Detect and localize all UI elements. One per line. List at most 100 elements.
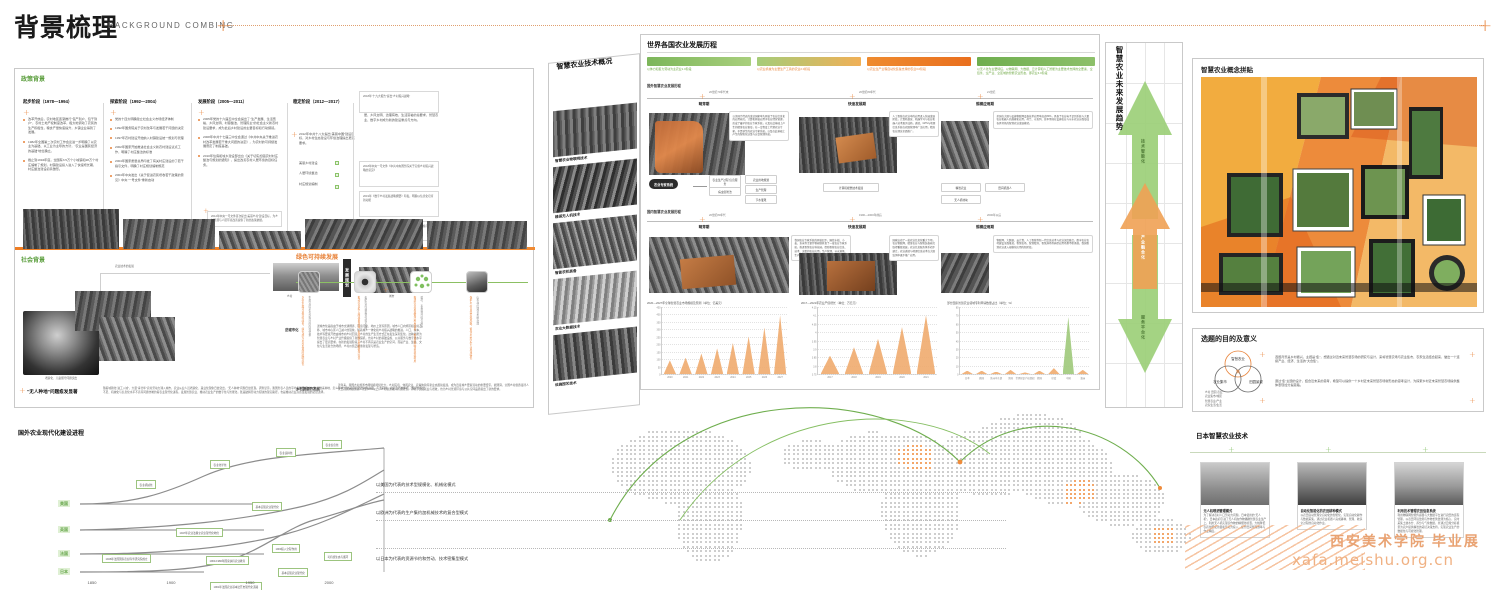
plus-marker-domestic-2: + <box>849 215 856 224</box>
map-dot <box>740 515 742 517</box>
map-dot <box>1048 462 1050 465</box>
map-dot <box>898 444 901 447</box>
checkbox-2[interactable] <box>335 173 339 177</box>
map-dot <box>907 515 910 517</box>
map-dot <box>977 488 980 491</box>
map-dot <box>656 484 659 487</box>
map-dot <box>1048 497 1050 500</box>
map-dot <box>682 479 685 482</box>
map-dot <box>1105 466 1108 469</box>
map-dot <box>696 435 698 438</box>
map-dot <box>718 506 720 509</box>
domestic-callout-2: 国家启动了一批农业信息化重大专项，农业物联网、精准农业与智能装备研究取得重要进展… <box>889 235 939 261</box>
map-dot <box>1149 519 1152 522</box>
map-dot <box>841 444 844 447</box>
map-dot <box>1114 519 1116 522</box>
checkbox-3[interactable] <box>335 185 339 189</box>
policy-stage-1-bullet-2: 1982年全国第二次农村工作会议进一步明确了以农业为基础、以工业为主导的方针，“… <box>23 140 99 153</box>
map-dot <box>709 435 712 438</box>
map-dot <box>643 440 646 443</box>
map-dot <box>986 471 989 473</box>
map-dot <box>1012 440 1015 443</box>
map-dot <box>885 457 888 460</box>
map-dot <box>1087 457 1090 460</box>
green-node-3 <box>410 271 432 293</box>
map-dot <box>634 484 637 487</box>
map-dot <box>1039 462 1042 465</box>
map-dot <box>691 435 694 438</box>
year-tick-1850: 1850 <box>87 580 97 585</box>
policy-stage-2-bullet-5: 2004年国家质量总局印发了有关村庄建设的了若干指引文件，明确了村庄规划编制规范 <box>110 159 186 168</box>
map-dot <box>687 497 690 500</box>
map-dot <box>867 462 870 465</box>
map-dot <box>665 484 668 487</box>
map-dot <box>700 431 703 434</box>
chart-y-tick: 80 <box>955 306 959 310</box>
map-dot <box>1149 501 1152 504</box>
map-dot <box>907 440 910 443</box>
event-box-8: 1946年法国国家农业科学研究院成立 <box>102 554 152 563</box>
map-dot <box>731 471 734 473</box>
map-dot <box>1100 466 1103 469</box>
map-dot <box>841 440 844 443</box>
map-dot <box>898 515 901 517</box>
map-dot <box>678 501 681 504</box>
green-node-1 <box>298 271 320 293</box>
map-dot <box>1087 501 1090 504</box>
map-dot <box>1087 506 1090 509</box>
map-dot <box>700 523 703 526</box>
map-dot <box>682 528 685 531</box>
map-dot <box>735 497 738 500</box>
map-dot <box>656 497 659 500</box>
map-dot <box>1096 466 1099 469</box>
map-dot <box>850 435 852 438</box>
map-dot <box>929 462 932 465</box>
map-dot <box>678 453 681 456</box>
map-dot <box>1074 484 1077 487</box>
map-dot <box>880 444 883 447</box>
map-dot <box>986 484 989 487</box>
chart-y-tick: 300 <box>656 328 661 332</box>
checkbox-1[interactable] <box>335 161 339 165</box>
map-dot <box>638 440 641 443</box>
map-dot <box>691 475 694 478</box>
map-dot <box>704 435 707 438</box>
abroad-photo-3 <box>941 121 989 169</box>
map-dot <box>1061 493 1064 495</box>
map-dot <box>1026 475 1028 478</box>
map-dot <box>898 440 901 443</box>
chart-x-tick: 世界知识产权组织 <box>1015 376 1035 380</box>
map-dot <box>946 457 949 460</box>
watermark-hatch <box>1185 525 1365 570</box>
map-dot <box>929 479 932 482</box>
map-dot <box>1065 431 1068 434</box>
map-dot <box>982 435 984 438</box>
map-dot <box>977 462 980 465</box>
map-dot <box>850 475 852 478</box>
map-dot <box>1122 497 1125 500</box>
map-dot <box>656 488 659 491</box>
map-dot <box>726 453 729 456</box>
chart-gridline: 3.75 <box>812 374 937 377</box>
chart-gridline: 250 <box>657 336 787 339</box>
country-label-uk: 英国 <box>58 526 70 533</box>
map-dot <box>955 453 958 456</box>
map-dot <box>968 484 971 487</box>
map-dot <box>660 462 663 465</box>
map-dot <box>924 537 927 539</box>
map-dot <box>828 457 830 460</box>
map-dot <box>911 537 914 539</box>
map-dot <box>731 523 734 526</box>
map-dot <box>638 479 641 482</box>
map-dot <box>660 479 663 482</box>
map-dot <box>1131 475 1134 478</box>
map-dot <box>665 453 668 456</box>
map-dot <box>924 466 927 469</box>
map-dot <box>1026 493 1028 495</box>
society-flow-label: 农业技术的发展 <box>115 265 134 268</box>
map-dot <box>1008 453 1011 456</box>
map-dot <box>621 475 624 478</box>
map-dot <box>836 462 839 465</box>
map-dot <box>894 462 896 465</box>
map-dot <box>1105 479 1108 482</box>
